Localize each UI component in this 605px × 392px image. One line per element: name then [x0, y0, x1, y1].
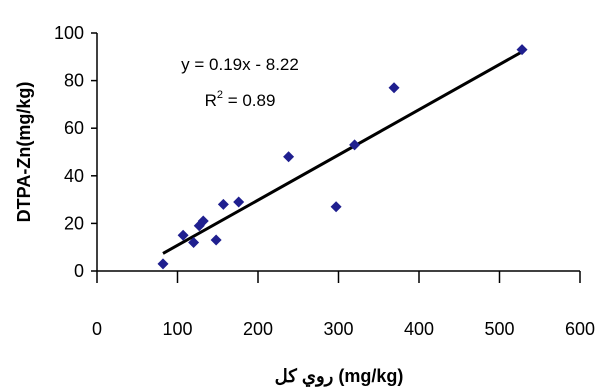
- data-points: [157, 44, 528, 270]
- y-tick-label: 20: [64, 213, 84, 233]
- data-point: [217, 198, 229, 210]
- y-tick-label: 80: [64, 71, 84, 91]
- r-squared-label: R2 = 0.89: [205, 89, 276, 110]
- data-point: [388, 82, 400, 94]
- trendline: [162, 50, 523, 255]
- data-point: [197, 215, 209, 227]
- x-tick-label: 200: [243, 319, 273, 339]
- y-tick-label: 100: [54, 23, 84, 43]
- data-point: [210, 234, 222, 246]
- trendline-equation: y = 0.19x - 8.22: [181, 55, 299, 74]
- y-tick-label: 0: [74, 261, 84, 281]
- x-tick-label: 400: [404, 319, 434, 339]
- r-squared-superscript: 2: [217, 89, 223, 101]
- data-point: [349, 139, 361, 151]
- r-squared-prefix: R: [205, 91, 217, 110]
- y-tick-label: 40: [64, 166, 84, 186]
- data-point: [157, 258, 169, 270]
- axis-ticks: 0 20 40 60 80 100 0 100 200 300 400 500 600: [54, 23, 595, 339]
- data-point: [330, 201, 342, 213]
- x-tick-label: 600: [565, 319, 595, 339]
- data-point: [188, 236, 200, 248]
- x-tick-label: 0: [92, 319, 102, 339]
- data-point: [516, 44, 528, 56]
- data-point: [177, 229, 189, 241]
- r-squared-value: = 0.89: [223, 91, 275, 110]
- x-axis-title: روي كل (mg/kg): [275, 366, 404, 387]
- x-tick-label: 500: [484, 319, 514, 339]
- trendline-group: [162, 50, 523, 255]
- x-tick-label: 100: [162, 319, 192, 339]
- data-point: [233, 196, 245, 208]
- y-tick-label: 60: [64, 118, 84, 138]
- data-point: [283, 151, 295, 163]
- y-axis-title: DTPA-Zn(mg/kg): [14, 82, 34, 223]
- x-tick-label: 300: [323, 319, 353, 339]
